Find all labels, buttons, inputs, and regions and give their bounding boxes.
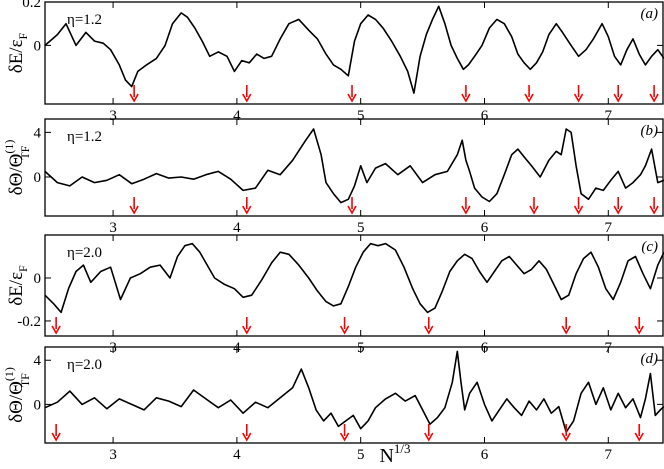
shell-arrow-head [529,205,539,215]
shell-arrow-head [347,93,357,103]
shell-arrow-head [242,325,252,335]
data-line [44,128,664,204]
data-line [44,350,664,433]
shell-arrow-head [242,432,252,442]
shell-arrow-head [461,205,471,215]
x-tick-label: 7 [605,220,613,236]
shell-arrow-head [51,432,61,442]
panel-frame [44,1,664,105]
panel-label: (b) [641,123,659,139]
x-tick-label: 6 [481,220,489,236]
shell-arrow-head [129,93,139,103]
y-axis-label: δΘ/Θ(1) TF [2,367,32,423]
shell-arrow-head [242,93,252,103]
panel-annotation: η=2.0 [67,357,102,373]
panel-frame [44,346,664,444]
shell-arrow-head [51,325,61,335]
x-tick-label: 5 [357,447,365,463]
y-tick-label: 4 [34,353,42,369]
shell-arrow-head [613,93,623,103]
panel-label: (a) [641,6,659,22]
shell-arrow-head [573,93,584,103]
shell-arrow-head [339,432,350,442]
y-axis-label: δE/εF [6,265,30,306]
shell-arrow-head [561,432,571,442]
y-axis-label: δΘ/Θ(1) TF [2,140,32,196]
x-tick-label: 6 [481,447,489,463]
y-axis-label: δE/εF [6,32,30,73]
x-tick-label: 3 [109,108,117,124]
shell-arrow-head [424,432,434,442]
panel-annotation: η=1.2 [67,129,102,145]
shell-arrow-head [634,325,644,335]
shell-arrow-head [347,205,357,215]
x-tick-label: 3 [109,220,117,236]
data-line [44,242,664,314]
y-tick-label: 0 [34,271,42,287]
x-axis-label: N1/3 [379,441,410,467]
x-tick-label: 4 [233,447,241,463]
y-tick-label: 0 [34,397,42,413]
shell-arrow-head [613,205,623,215]
shell-arrow-head [461,93,471,103]
panel-annotation: η=1.2 [67,12,102,28]
x-tick-label: 4 [233,220,241,236]
x-tick-label: 5 [357,108,365,124]
x-tick-label: 5 [357,220,365,236]
x-tick-label: 4 [233,108,241,124]
shell-arrow-head [573,205,584,215]
y-tick-label: 0.2 [22,0,41,11]
x-tick-label: 7 [605,108,613,124]
x-tick-label: 3 [109,447,117,463]
shell-arrow-head [634,432,644,442]
x-tick-label: 7 [605,447,613,463]
panel-frame [44,118,664,217]
shell-arrow-head [424,325,434,335]
shell-arrow-head [561,325,571,335]
shell-arrow-head [524,93,534,103]
shell-arrow-head [242,205,252,215]
y-tick-label: 4 [34,125,42,141]
shell-arrow-head [129,205,139,215]
panel-annotation: η=2.0 [67,245,102,261]
panel-label: (d) [641,351,659,367]
data-line [44,5,664,94]
panel-label: (c) [641,239,658,255]
y-tick-label: 0 [34,170,42,186]
shell-arrow-head [339,325,350,335]
x-tick-label: 6 [481,108,489,124]
y-tick-label: -0.2 [17,314,41,330]
shell-arrow-head [649,205,659,215]
shell-arrow-head [649,93,659,103]
y-tick-label: 0 [34,38,42,54]
panel-frame [44,234,664,337]
